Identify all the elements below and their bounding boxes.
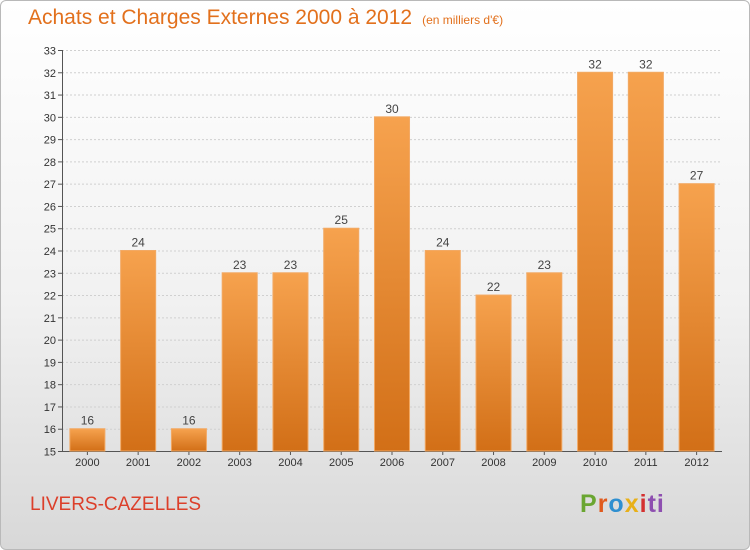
bar-2000 (69, 428, 106, 452)
y-tick-label: 21 (44, 313, 56, 325)
bar-2010 (577, 71, 614, 452)
bar-2009 (526, 272, 563, 452)
y-tick-label: 17 (44, 402, 56, 414)
value-label: 25 (335, 213, 349, 227)
logo-letter: o (608, 490, 625, 518)
y-tick-label: 32 (44, 68, 56, 80)
chart-subtitle: (en milliers d'€) (422, 13, 504, 27)
value-label: 24 (131, 236, 145, 250)
x-tick-label: 2001 (126, 457, 150, 469)
x-tick-label: 2003 (227, 457, 251, 469)
y-tick-label: 29 (44, 135, 56, 147)
y-tick-label: 22 (44, 291, 56, 303)
y-tick-label: 20 (44, 335, 56, 347)
value-label: 23 (284, 258, 298, 272)
bar-2001 (120, 250, 157, 452)
value-label: 32 (639, 57, 653, 71)
bars (69, 71, 715, 452)
logo-letter: r (597, 490, 609, 518)
bar-2007 (424, 250, 461, 452)
bar-2004 (272, 272, 309, 452)
place-name: LIVERS-CAZELLES (30, 494, 202, 515)
x-tick-label: 2006 (380, 457, 404, 469)
value-label: 16 (182, 414, 196, 428)
value-label: 32 (588, 57, 602, 71)
value-label: 16 (81, 414, 95, 428)
value-label: 30 (385, 102, 399, 116)
logo-letter: i (639, 490, 648, 518)
value-label: 22 (487, 280, 501, 294)
x-tick-label: 2007 (431, 457, 455, 469)
x-tick-label: 2002 (177, 457, 201, 469)
bar-2002 (170, 428, 207, 452)
y-tick-label: 31 (44, 90, 56, 102)
value-label: 23 (233, 258, 247, 272)
x-tick-label: 2004 (278, 457, 302, 469)
logo-letter: P (580, 490, 598, 518)
y-tick-label: 19 (44, 357, 56, 369)
y-tick-label: 25 (44, 224, 56, 236)
bar-2005 (323, 227, 360, 452)
y-tick-label: 16 (44, 424, 56, 436)
x-tick-label: 2000 (75, 457, 99, 469)
y-tick-label: 28 (44, 157, 56, 169)
y-tick-label: 30 (44, 112, 56, 124)
chart-title: Achats et Charges Externes 2000 à 2012 (e… (28, 6, 503, 30)
y-tick-labels: 15 16 17 18 19 20 21 22 23 24 25 26 27 28 29 30 31 32 33 (44, 46, 56, 459)
bar-2008 (475, 294, 512, 452)
bar-2012 (678, 183, 715, 452)
x-tick-label: 2011 (634, 457, 658, 469)
x-tick-label: 2012 (684, 457, 708, 469)
chart-title-text: Achats et Charges Externes 2000 à 2012 (28, 6, 413, 29)
value-labels: 16 24 16 23 23 25 30 24 22 23 32 32 27 (81, 57, 704, 427)
y-tick-label: 33 (44, 46, 56, 58)
logo-letter: x (624, 490, 640, 518)
value-label: 23 (538, 258, 552, 272)
logo-letter: ti (647, 490, 665, 518)
y-tick-label: 26 (44, 201, 56, 213)
bar-2011 (627, 71, 664, 452)
y-tick-label: 18 (44, 380, 56, 392)
y-tick-label: 15 (44, 447, 56, 459)
x-tick-label: 2008 (481, 457, 505, 469)
value-label: 24 (436, 236, 450, 250)
y-tick-label: 27 (44, 179, 56, 191)
proxiti-logo[interactable]: Proxiti (580, 490, 665, 519)
x-tick-labels: 2000 2001 2002 2003 2004 2005 2006 2007 2008 2009… (75, 457, 709, 469)
x-tick-label: 2005 (329, 457, 353, 469)
value-label: 27 (690, 169, 704, 183)
bar-2006 (373, 116, 411, 452)
bar-2003 (221, 272, 258, 452)
y-tick-label: 24 (44, 246, 56, 258)
x-tick-label: 2009 (532, 457, 556, 469)
x-tick-label: 2010 (583, 457, 607, 469)
y-tick-label: 23 (44, 268, 56, 280)
